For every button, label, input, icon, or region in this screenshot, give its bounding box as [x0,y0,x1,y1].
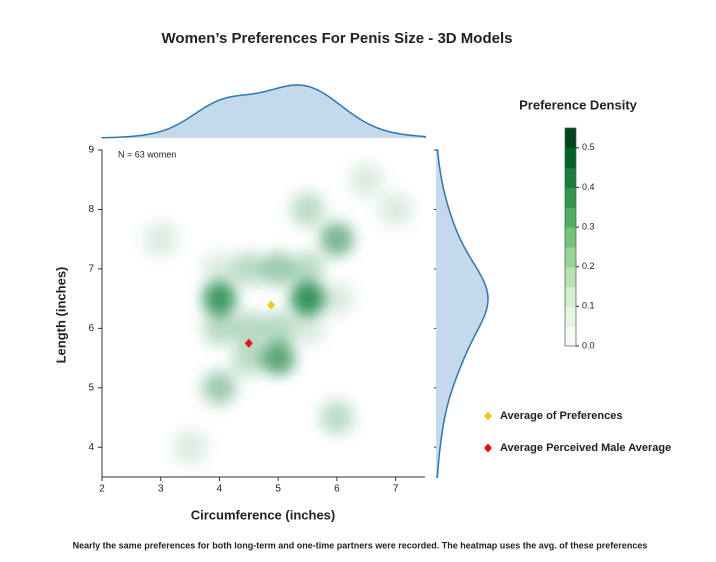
legend-label: Average Perceived Male Average [500,442,671,454]
legend-marker [484,411,492,421]
colorbar-frame [564,127,577,347]
density-point [173,430,208,465]
annotation: N = 63 women [118,149,176,159]
colorbar-tick-label: 0.4 [582,182,595,192]
density-point [319,222,354,257]
x-tick-label: 5 [275,484,281,495]
density-point [231,341,266,376]
colorbar-band [565,147,576,169]
density-point [231,251,266,286]
colorbar-band [565,167,576,188]
y-tick-label: 6 [88,323,94,334]
chart-title: Women’s Preferences For Penis Size - 3D … [162,30,513,47]
colorbar-tick-label: 0.5 [582,142,595,152]
colorbar-tick-label: 0.3 [582,221,595,231]
density-point [319,281,354,316]
x-axis-title: Circumference (inches) [191,507,336,522]
right-marginal-line [436,149,489,478]
y-axis-title: Length (inches) [53,267,68,364]
density-point [261,341,296,376]
y-tick-label: 9 [88,145,94,156]
density-point [202,370,237,405]
x-tick-label: 6 [334,484,340,495]
density-point [319,400,354,435]
density-point [202,311,237,346]
density-point [202,281,237,316]
average-marker [267,300,276,310]
density-point [378,192,413,227]
density-point [261,311,296,346]
colorbar-tick-label: 0.1 [582,301,595,311]
average-marker [244,338,253,348]
x-tick-label: 7 [393,484,399,495]
colorbar-tick-label: 0.2 [582,261,595,271]
legend-marker [484,443,492,453]
density-point [349,162,384,197]
top-marginal-fill [102,85,425,138]
colorbar-band [565,246,576,268]
colorbar-title: Preference Density [519,97,638,112]
colorbar-band [565,187,576,208]
x-tick-label: 4 [217,484,223,495]
density [143,162,413,465]
density-point [290,192,325,227]
colorbar-band [565,266,576,288]
colorbar-band [565,326,576,347]
colorbar-band [565,306,576,327]
x-tick-label: 2 [99,484,105,495]
density-point [290,251,325,286]
y-tick-label: 7 [88,264,94,275]
y-tick-label: 4 [88,442,94,453]
colorbar-band [565,227,576,248]
legend-label: Average of Preferences [500,410,623,422]
footnote: Nearly the same preferences for both lon… [73,540,648,550]
density-point [290,281,325,316]
density-point [261,251,296,286]
density-point [290,311,325,346]
x-tick-label: 3 [158,484,164,495]
density-point [231,311,266,346]
density-point [202,251,237,286]
colorbar-band [565,207,576,228]
right-marginal-fill [436,150,488,477]
colorbar-tick-label: 0.0 [582,340,595,350]
y-tick-label: 8 [88,204,94,215]
colorbar-band [565,128,576,149]
top-marginal-line [101,84,426,139]
colorbar-band [565,286,576,307]
y-tick-label: 5 [88,382,94,393]
density-point [143,222,178,257]
